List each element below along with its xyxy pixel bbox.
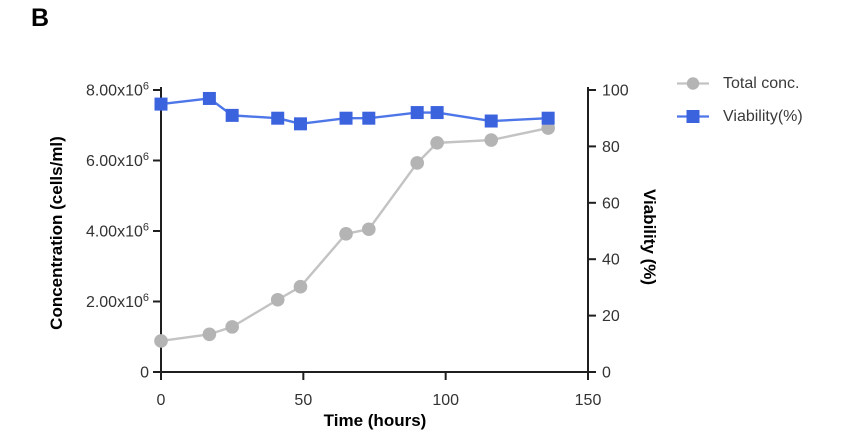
data-point-total-conc [293, 279, 308, 294]
data-point-viability [154, 97, 168, 111]
legend-label-total-conc: Total conc. [723, 74, 800, 92]
data-point-viability [225, 108, 239, 122]
left-axis-tick-label: 4.00x106 [86, 222, 149, 241]
x-axis-tick-label: 50 [294, 392, 312, 409]
x-axis-tick-label: 0 [157, 392, 166, 409]
right-axis-tick-label: 0 [602, 365, 611, 382]
data-point-viability [339, 111, 353, 125]
data-point-total-conc [410, 156, 425, 170]
data-point-total-conc [339, 227, 353, 241]
data-point-viability [362, 111, 376, 125]
data-point-total-conc [225, 320, 239, 334]
data-point-viability [202, 91, 216, 105]
left-axis-tick-label: 0 [140, 365, 149, 382]
total-conc-legend-marker-icon [677, 77, 709, 90]
legend-item-total-conc: Total conc. [676, 75, 803, 92]
left-axis-tick-label: 8.00x106 [86, 81, 149, 100]
data-point-total-conc [430, 136, 444, 150]
panel-label: B [31, 4, 50, 32]
x-axis-tick-label: 150 [575, 392, 602, 409]
x-axis-title: Time (hours) [323, 411, 427, 430]
right-axis-tick-label: 20 [602, 308, 620, 325]
data-point-viability [410, 106, 424, 120]
legend: Total conc. Viability(%) [676, 75, 803, 125]
data-point-total-conc [202, 327, 217, 342]
x-axis-tick-label: 100 [432, 392, 459, 409]
right-axis-title: Viability (%) [640, 188, 659, 286]
data-point-viability [271, 111, 285, 125]
data-point-total-conc [484, 133, 499, 147]
data-point-viability [541, 111, 555, 125]
data-point-total-conc [154, 334, 168, 348]
right-axis-tick-label: 40 [602, 252, 620, 269]
data-point-total-conc [362, 222, 376, 237]
legend-label-viability: Viability(%) [723, 107, 803, 125]
series-line-total-conc [159, 126, 550, 343]
right-axis-tick-label: 60 [602, 195, 620, 212]
left-axis-tick-label: 2.00x106 [86, 292, 149, 311]
data-point-viability [293, 117, 307, 131]
data-point-viability [484, 114, 498, 128]
data-point-total-conc [270, 292, 285, 307]
right-axis-tick-label: 80 [602, 139, 620, 156]
right-axis-tick-label: 100 [602, 83, 629, 100]
viability-legend-marker-icon [677, 110, 709, 123]
left-axis-tick-label: 6.00x106 [86, 151, 149, 170]
data-point-viability [430, 106, 444, 120]
left-axis-title: Concentration (cells/ml) [47, 136, 66, 330]
legend-item-viability: Viability(%) [676, 108, 803, 125]
